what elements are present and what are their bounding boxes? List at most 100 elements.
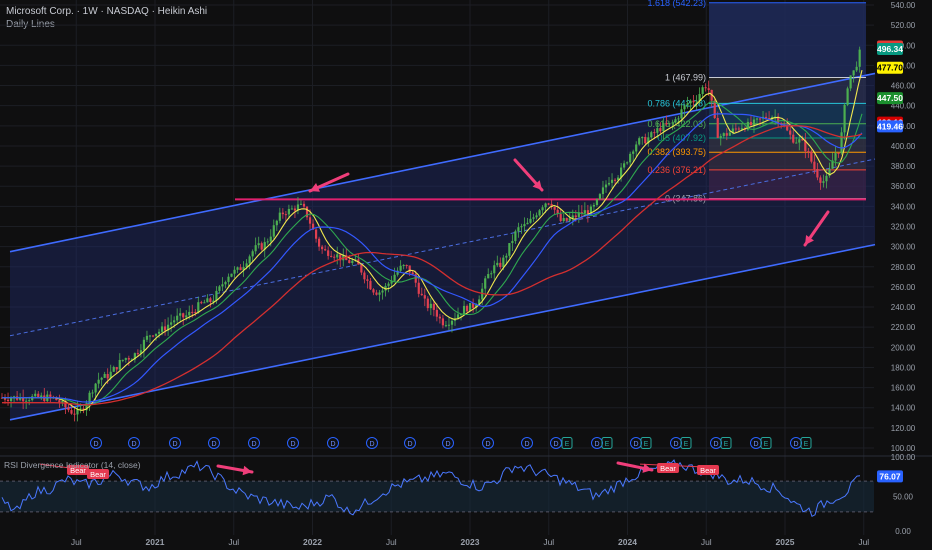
candle-body	[266, 241, 269, 243]
dividend-marker-label: D	[713, 441, 718, 448]
candle-body	[194, 311, 197, 313]
candle-body	[656, 128, 659, 133]
candle-body	[321, 246, 324, 250]
candle-body	[426, 298, 429, 309]
candle-body	[749, 121, 753, 126]
candle-body	[465, 305, 469, 312]
rsi-value-badge	[877, 470, 903, 483]
annotation-arrow-head	[310, 183, 320, 192]
price-axis-label: 260.00	[891, 283, 916, 292]
candle-body	[405, 264, 408, 266]
candle-body	[378, 292, 381, 295]
candle-body	[417, 282, 420, 294]
candle-body	[188, 311, 191, 316]
bear-label: Bear	[70, 466, 86, 475]
dividend-marker	[521, 437, 533, 449]
candle-body	[601, 187, 605, 195]
candle-body	[327, 250, 330, 256]
candle-body	[571, 215, 574, 219]
candle-body	[324, 249, 327, 251]
candle-body	[369, 280, 372, 290]
rsi-axis-label: 50.00	[893, 493, 914, 502]
candle-body	[704, 87, 707, 89]
candle-body	[64, 400, 67, 408]
candle-body	[402, 264, 405, 266]
candle-body	[212, 300, 215, 303]
candle-body	[37, 393, 40, 398]
dividend-marker	[366, 437, 378, 449]
candle-body	[167, 324, 170, 331]
candle-body	[115, 367, 118, 370]
candle-body	[203, 302, 206, 304]
candle-body	[209, 298, 212, 303]
candle-body	[680, 109, 683, 119]
ma-yellow	[2, 69, 863, 411]
candle-body	[302, 203, 306, 207]
candle-body	[529, 218, 532, 223]
candle-body	[469, 303, 472, 312]
candle-body	[816, 169, 819, 178]
candle-body	[635, 144, 638, 152]
candle-body	[318, 238, 321, 247]
candle-body	[725, 133, 728, 136]
candle-body	[200, 302, 203, 304]
candle-body	[810, 151, 813, 162]
candle-body	[686, 103, 689, 106]
time-axis-label: 2025	[776, 537, 795, 547]
candle-body	[499, 262, 502, 268]
candle-body	[67, 407, 70, 411]
candle-body	[532, 217, 535, 219]
dividend-marker-label: D	[93, 441, 98, 448]
earnings-marker	[640, 437, 652, 449]
bear-label: Bear	[90, 470, 106, 479]
candle-body	[562, 218, 565, 222]
candle-body	[610, 179, 614, 183]
candle-body	[124, 358, 127, 360]
fib-zone	[709, 169, 866, 199]
candle-body	[746, 121, 750, 130]
bear-label: Bear	[700, 466, 716, 475]
candle-body	[520, 226, 523, 228]
candle-body	[701, 87, 704, 94]
dividend-marker-label: D	[290, 441, 295, 448]
candle-body	[586, 210, 589, 215]
price-axis-label: 140.00	[891, 404, 916, 413]
candle-body	[580, 212, 583, 214]
candle-body	[176, 315, 179, 321]
candle-body	[79, 408, 82, 410]
price-axis-label: 180.00	[891, 363, 916, 372]
candle-body	[224, 281, 227, 285]
candle-body	[414, 274, 417, 283]
candle-body	[314, 229, 318, 239]
candle-body	[623, 163, 626, 168]
ma-blue	[2, 113, 863, 403]
price-axis-label: 160.00	[891, 384, 916, 393]
candle-body	[88, 392, 91, 404]
dividend-marker	[208, 437, 220, 449]
candle-body	[689, 100, 692, 104]
candle-body	[399, 265, 402, 271]
dividend-marker	[128, 437, 140, 449]
candle-body	[239, 267, 242, 271]
candle-body	[34, 393, 37, 397]
price-axis-label: 500.00	[891, 41, 916, 50]
dividend-marker	[248, 437, 260, 449]
dividend-marker	[287, 437, 299, 449]
candle-body	[305, 206, 309, 218]
candle-body	[505, 255, 508, 258]
candle-body	[822, 181, 825, 183]
candle-body	[97, 379, 100, 384]
candle-body	[843, 104, 846, 133]
candle-body	[76, 408, 79, 415]
candle-body	[281, 212, 284, 215]
fib-label: 1 (467.99)	[665, 73, 706, 83]
rsi-indicator-label: RSI Divergence Indicator (14, close)	[4, 460, 141, 470]
price-badge	[877, 42, 903, 55]
candle-body	[242, 267, 245, 271]
candle-body	[6, 399, 10, 402]
candle-body	[411, 272, 414, 275]
channel-midline	[9, 158, 876, 337]
candle-body	[713, 100, 716, 118]
